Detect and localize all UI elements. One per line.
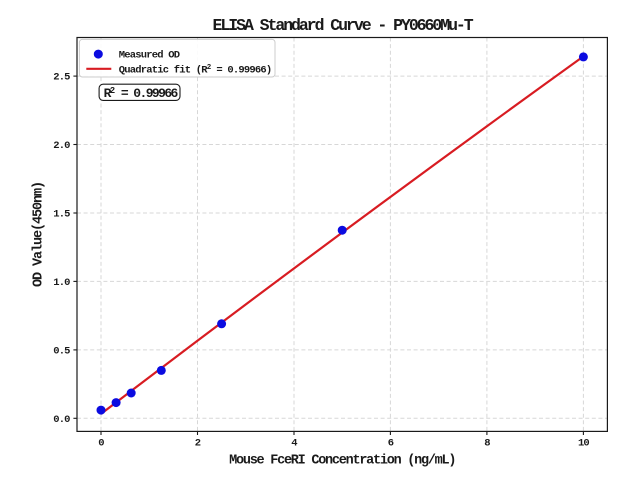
svg-text:ELISA Standard Curve - PY0660M: ELISA Standard Curve - PY0660Mu-T — [213, 16, 474, 35]
svg-text:2.0: 2.0 — [53, 140, 70, 152]
svg-text:OD Value(450nm): OD Value(450nm) — [32, 182, 47, 287]
svg-text:1.0: 1.0 — [53, 277, 70, 289]
svg-text:0.0: 0.0 — [53, 414, 70, 426]
svg-text:Measured OD: Measured OD — [119, 50, 180, 62]
svg-text:2: 2 — [195, 438, 201, 450]
svg-text:0.5: 0.5 — [53, 346, 70, 358]
svg-text:Mouse FceRI Concentration (ng/: Mouse FceRI Concentration (ng/mL) — [229, 454, 455, 469]
svg-text:2.5: 2.5 — [53, 72, 70, 84]
svg-text:8: 8 — [484, 438, 490, 450]
svg-text:R2 = 0.99966: R2 = 0.99966 — [104, 86, 179, 101]
svg-text:0: 0 — [98, 438, 104, 450]
svg-text:1.5: 1.5 — [53, 209, 70, 221]
svg-text:4: 4 — [291, 438, 297, 450]
svg-text:6: 6 — [388, 438, 394, 450]
svg-text:Quadratic fit (R2 = 0.99966): Quadratic fit (R2 = 0.99966) — [119, 64, 272, 77]
svg-text:10: 10 — [578, 438, 589, 450]
